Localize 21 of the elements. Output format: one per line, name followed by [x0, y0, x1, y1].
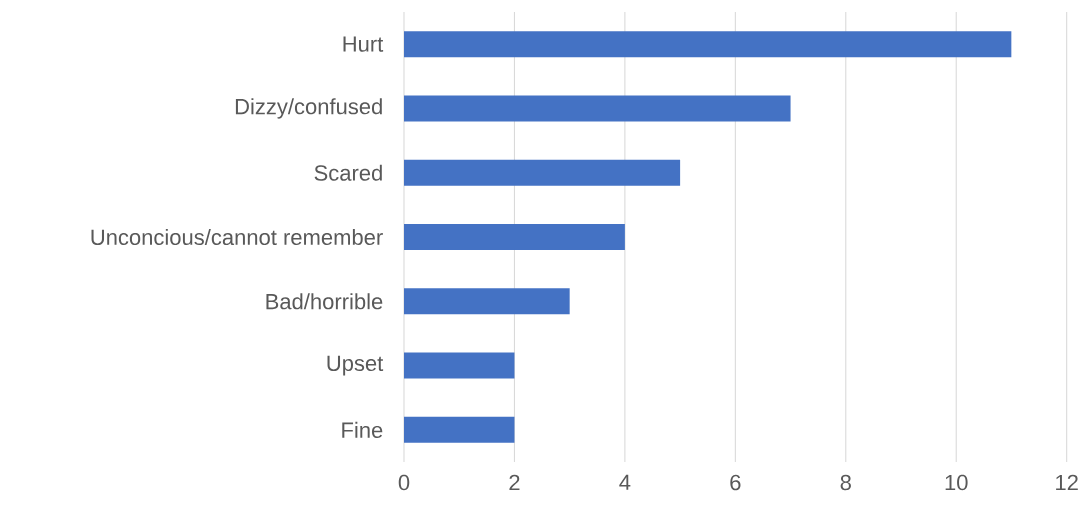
bar [404, 352, 515, 379]
y-tick-label: Hurt [343, 36, 384, 52]
bar [404, 288, 570, 315]
bar [404, 416, 515, 443]
y-tick-label: Bad/horrible [266, 293, 383, 310]
x-tick-label: 2 [509, 474, 520, 491]
x-tick-label: 8 [840, 474, 851, 491]
y-tick-label: Dizzy/confused [235, 98, 382, 119]
x-tick-label: 12 [1056, 474, 1078, 491]
y-tick-label: Fine [342, 421, 383, 438]
x-tick-label: 6 [730, 474, 741, 491]
x-tick-label: 0 [398, 474, 410, 491]
bar [404, 31, 1012, 58]
x-tick-label: 10 [945, 474, 968, 491]
bar [404, 95, 791, 122]
bar [404, 159, 681, 186]
y-tick-label: Upset [327, 355, 384, 376]
y-tick-label: Unconcious/cannot remember [91, 228, 383, 246]
x-tick-label: 4 [619, 474, 631, 490]
bar [404, 224, 625, 251]
y-tick-label: Scared [314, 164, 382, 181]
